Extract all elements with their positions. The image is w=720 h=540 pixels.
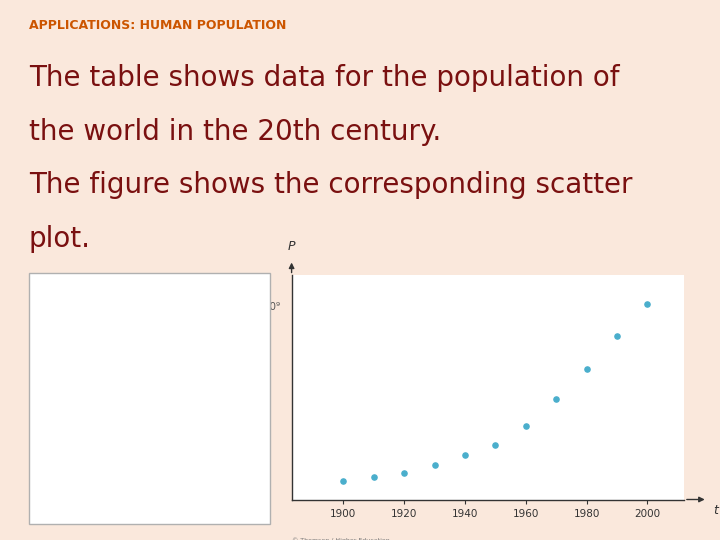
Text: 2560: 2560 [195, 404, 220, 414]
Point [398, 469, 410, 477]
Text: 3710: 3710 [195, 443, 220, 453]
Text: 1990: 1990 [79, 481, 104, 491]
Text: 1960: 1960 [79, 423, 104, 434]
Text: P: P [288, 240, 295, 253]
Text: 1980: 1980 [79, 462, 104, 472]
Text: the world in the 20th century.: the world in the 20th century. [29, 118, 441, 146]
Point [642, 300, 653, 308]
Text: 2300: 2300 [195, 385, 220, 395]
Text: 1650: 1650 [195, 308, 220, 319]
Point [581, 365, 593, 374]
Text: 1970: 1970 [79, 443, 104, 453]
Text: TABLE  I: TABLE I [122, 283, 176, 296]
Text: Population: Population [180, 284, 235, 294]
Text: 1860: 1860 [195, 347, 220, 357]
Point [520, 422, 531, 430]
Text: 4450: 4450 [195, 462, 220, 472]
Text: The table shows data for the population of: The table shows data for the population … [29, 64, 619, 92]
Point [338, 477, 349, 486]
Text: 1920: 1920 [79, 347, 104, 357]
Point [459, 451, 471, 460]
Text: APPLICATIONS: HUMAN POPULATION: APPLICATIONS: HUMAN POPULATION [29, 19, 286, 32]
Text: 3040: 3040 [195, 423, 220, 434]
Text: 6080: 6080 [195, 500, 220, 510]
Text: © 1997 Saunders/Hales Education: © 1997 Saunders/Hales Education [41, 516, 150, 521]
Point [611, 332, 623, 341]
Text: 2000: 2000 [79, 500, 104, 510]
Text: t: t [713, 504, 718, 517]
Text: 2070: 2070 [195, 366, 220, 376]
Text: 1940: 1940 [79, 385, 104, 395]
Point [429, 461, 441, 469]
Point [368, 473, 379, 482]
Text: © Thomson / Higher Education: © Thomson / Higher Education [292, 538, 390, 540]
Text: (millions): (millions) [183, 292, 232, 301]
Text: 1750: 1750 [195, 328, 220, 338]
Text: plot.: plot. [29, 225, 91, 253]
Text: 5280: 5280 [195, 481, 220, 491]
Text: The figure shows the corresponding scatter: The figure shows the corresponding scatt… [29, 171, 632, 199]
Point [490, 441, 501, 449]
Text: 1910: 1910 [79, 328, 104, 338]
Text: 1950: 1950 [79, 404, 104, 414]
Point [551, 395, 562, 403]
Text: 6 × 10⁹: 6 × 10⁹ [240, 302, 280, 313]
Text: 1900: 1900 [79, 308, 104, 319]
Text: Year: Year [81, 289, 102, 299]
Text: 1930: 1930 [79, 366, 104, 376]
